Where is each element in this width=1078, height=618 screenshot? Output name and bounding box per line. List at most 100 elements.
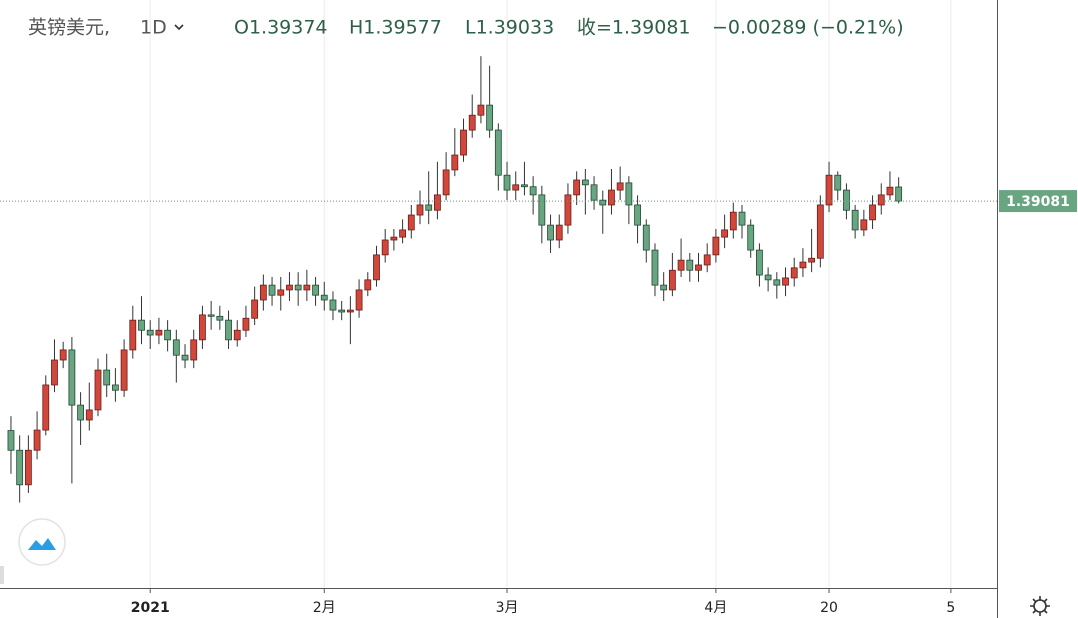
- candle-body: [503, 174, 511, 191]
- candle-body: [381, 239, 389, 256]
- candle-body: [477, 104, 485, 116]
- candle-body: [277, 289, 285, 296]
- candle-body: [695, 264, 702, 271]
- candle-body: [85, 409, 93, 421]
- x-tick-label: 5: [946, 600, 955, 616]
- legend-item: 收=1.39081: [577, 17, 691, 39]
- overlay: 2021 2月 3月 4月 20 5 1.39081: [0, 190, 1077, 616]
- candle-body: [312, 284, 319, 296]
- candle-body: [259, 284, 267, 301]
- x-tick-label: 2021: [131, 600, 170, 616]
- last-price-badge: [999, 190, 1077, 213]
- candle-body: [33, 429, 41, 451]
- candle-body: [207, 314, 215, 317]
- candle-body: [738, 211, 746, 226]
- settings-icon[interactable]: [1030, 596, 1050, 616]
- candle-body: [581, 179, 589, 186]
- candle-body: [303, 284, 311, 291]
- x-tick-label: 2月: [313, 600, 336, 616]
- gear-teeth[interactable]: [1030, 596, 1050, 616]
- candle-body: [851, 209, 859, 231]
- candle-body: [668, 269, 676, 291]
- candle-body: [199, 314, 206, 341]
- candle-body: [747, 224, 755, 251]
- candle-body: [721, 229, 729, 238]
- candle-body: [642, 224, 650, 251]
- candle-body: [68, 349, 76, 406]
- candle-body: [790, 267, 798, 279]
- ohlc-legend: O1.39374 H1.39577 L1.39033 收=1.39081 −0.0028…: [234, 17, 904, 39]
- legend-item: H1.39577: [349, 17, 442, 39]
- candle-body: [320, 294, 328, 301]
- candle-body: [242, 317, 250, 331]
- side-handle[interactable]: [0, 566, 4, 584]
- legend-item: −0.00289 (−0.21%): [712, 17, 904, 39]
- x-tick-label: 3月: [496, 600, 519, 616]
- candle-body: [24, 449, 32, 486]
- candle-body: [547, 224, 554, 241]
- candle-body: [251, 299, 259, 319]
- candle-body: [216, 315, 224, 321]
- candle-body: [172, 339, 180, 356]
- legend-item: L1.39033: [465, 17, 554, 39]
- candle-body: [294, 284, 302, 291]
- x-tick-label: 20: [820, 600, 838, 616]
- candle-body: [564, 194, 572, 226]
- candle-body: [94, 369, 102, 411]
- candle-body: [877, 194, 885, 206]
- candle-body: [660, 284, 668, 291]
- last-price-label: 1.39081: [1006, 194, 1070, 210]
- candle-body: [286, 284, 293, 291]
- candle-body: [869, 204, 876, 221]
- interval[interactable]: 1D: [140, 17, 167, 39]
- candle-body: [677, 259, 685, 271]
- candle-body: [120, 349, 128, 391]
- candle-body: [190, 339, 198, 361]
- candle-body: [608, 189, 615, 206]
- candle-body: [442, 169, 450, 196]
- candle-body: [407, 214, 415, 231]
- candle-body: [233, 329, 241, 341]
- candle-body: [146, 329, 154, 336]
- legend-item: O1.39374: [234, 17, 328, 39]
- candle-body: [111, 384, 119, 391]
- logo-icon[interactable]: [28, 538, 56, 550]
- candle-body: [703, 254, 711, 266]
- candle-body: [7, 430, 15, 451]
- candle-body: [538, 194, 546, 226]
- logo[interactable]: [18, 518, 66, 566]
- candle-body: [590, 184, 598, 201]
- candle-body: [425, 204, 433, 211]
- candle-body: [634, 204, 641, 226]
- candle-body: [486, 104, 494, 131]
- candle-body: [616, 182, 624, 191]
- candle-body: [329, 299, 337, 311]
- candle-body: [268, 284, 276, 296]
- candle-body: [494, 129, 502, 176]
- candle-body: [651, 249, 659, 286]
- candle-body: [521, 184, 528, 188]
- candle-body: [555, 224, 563, 241]
- candle-body: [782, 277, 789, 286]
- candle-body: [712, 236, 720, 256]
- candle-body: [756, 249, 763, 276]
- candle-body: [225, 319, 232, 341]
- candle-body: [895, 186, 903, 202]
- candle-body: [843, 189, 850, 211]
- candle-body: [164, 329, 172, 341]
- interval-chevron[interactable]: [174, 24, 184, 31]
- candle-body: [77, 404, 84, 421]
- candle-body: [51, 359, 58, 386]
- candle-body: [355, 289, 363, 311]
- candle-body: [434, 194, 441, 211]
- candle-body: [816, 204, 824, 259]
- candle-body: [886, 186, 894, 196]
- candle-body: [451, 154, 459, 171]
- logo-circle[interactable]: [18, 518, 66, 566]
- candle-body: [468, 114, 476, 131]
- candle-body: [764, 274, 772, 281]
- candle-body: [773, 279, 781, 286]
- candle-body: [138, 319, 145, 331]
